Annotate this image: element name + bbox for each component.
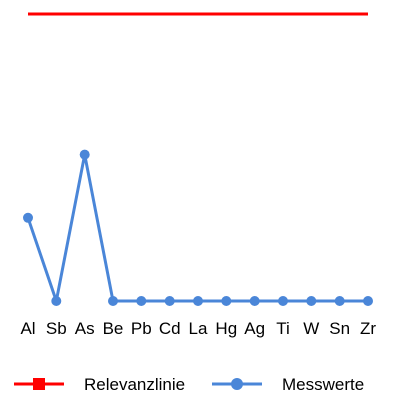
data-point-messwerte-w <box>306 296 317 306</box>
series-messwerte <box>23 149 373 306</box>
x-tick-label-ag: Ag <box>244 319 265 338</box>
x-tick-label-cd: Cd <box>159 319 181 338</box>
data-point-messwerte-be <box>108 296 118 306</box>
legend-label-relevanzlinie: Relevanzlinie <box>84 375 185 394</box>
data-point-messwerte-as <box>79 149 90 160</box>
x-tick-label-hg: Hg <box>215 319 237 338</box>
data-point-messwerte-pb <box>136 296 147 306</box>
data-point-messwerte-cd <box>164 296 175 306</box>
x-tick-label-al: Al <box>20 319 35 338</box>
x-tick-label-zr: Zr <box>360 319 376 338</box>
series-layer <box>23 12 373 306</box>
data-point-messwerte-ag <box>249 296 260 306</box>
legend-item-messwerte: Messwerte <box>212 375 364 394</box>
data-point-messwerte-sb <box>51 296 62 306</box>
legend-marker-messwerte <box>231 378 243 390</box>
x-tick-label-ti: Ti <box>276 319 290 338</box>
data-point-messwerte-ti <box>278 296 288 306</box>
x-tick-label-pb: Pb <box>131 319 152 338</box>
series-line-messwerte <box>26 153 368 303</box>
x-tick-label-sb: Sb <box>46 319 67 338</box>
data-point-messwerte-hg <box>221 296 232 306</box>
data-point-messwerte-al <box>23 212 33 223</box>
x-axis-ticks: Al Sb As Be Pb Cd La Hg Ag Ti W Sn Zr <box>20 319 376 338</box>
x-tick-label-as: As <box>75 319 95 338</box>
x-tick-label-la: La <box>189 319 208 338</box>
x-tick-label-w: W <box>303 319 319 338</box>
data-point-messwerte-zr <box>363 296 373 306</box>
data-point-messwerte-la <box>193 296 203 306</box>
x-tick-label-be: Be <box>103 319 124 338</box>
legend-label-messwerte: Messwerte <box>282 375 364 394</box>
x-tick-label-sn: Sn <box>329 319 350 338</box>
legend: Relevanzlinie Messwerte <box>14 375 364 394</box>
legend-item-relevanzlinie: Relevanzlinie <box>14 375 185 394</box>
legend-marker-relevanzlinie <box>33 378 45 390</box>
data-point-messwerte-sn <box>334 296 345 306</box>
